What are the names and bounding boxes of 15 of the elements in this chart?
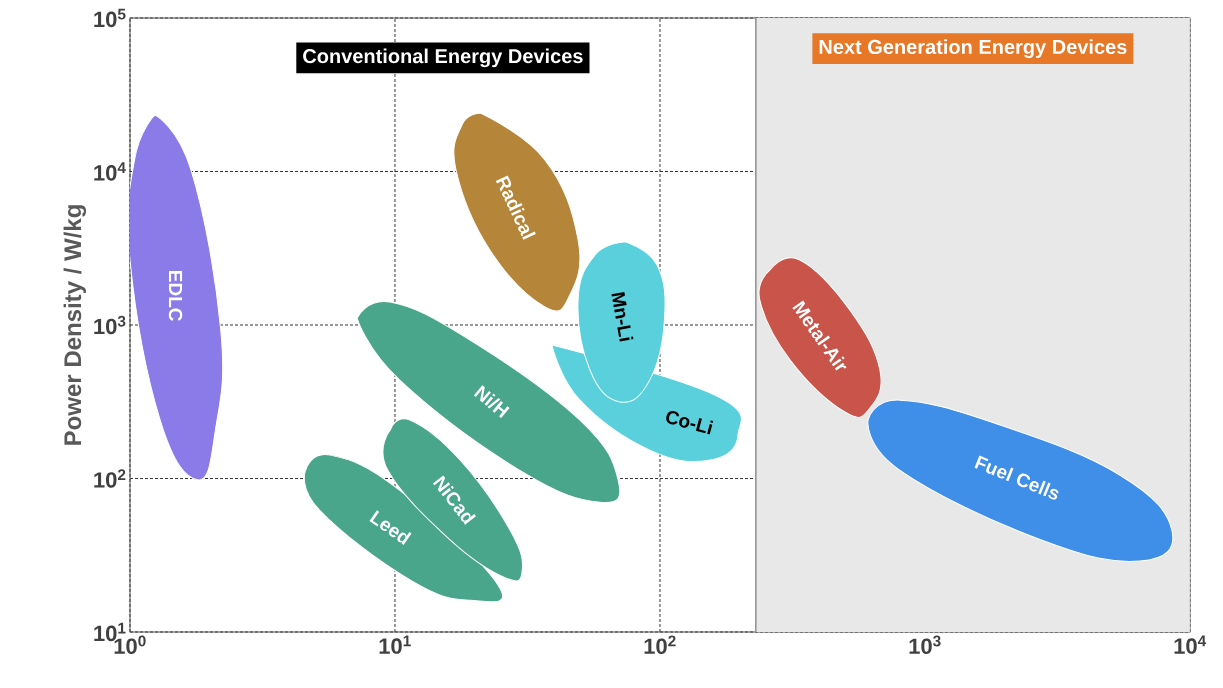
y-tick-label: 10$^{3}$ — [94, 315, 126, 335]
series-label: EDLC — [168, 271, 183, 321]
series-label: Fuel Cells — [974, 455, 1059, 500]
y-tick-label: 10$^{5}$ — [94, 8, 126, 28]
annotation: Conventional Energy Devices — [303, 48, 583, 68]
series-label: Co-Li — [666, 410, 714, 435]
x-tick-label: 10$^{2}$ — [644, 635, 676, 655]
band-label: Next Generation Energy Devices — [819, 39, 1127, 59]
x-tick-label: 10$^{1}$ — [379, 635, 411, 654]
x-tick-label: 10$^{4}$ — [1174, 635, 1207, 654]
y-tick-label: 10$^{4}$ — [94, 162, 126, 181]
x-tick-label: 10$^{3}$ — [909, 635, 941, 655]
y-tick-label: 10$^{2}$ — [94, 469, 126, 488]
series-label: Mn-Li — [611, 291, 634, 342]
y-axis-title: Power Density / W/kg — [63, 205, 87, 445]
